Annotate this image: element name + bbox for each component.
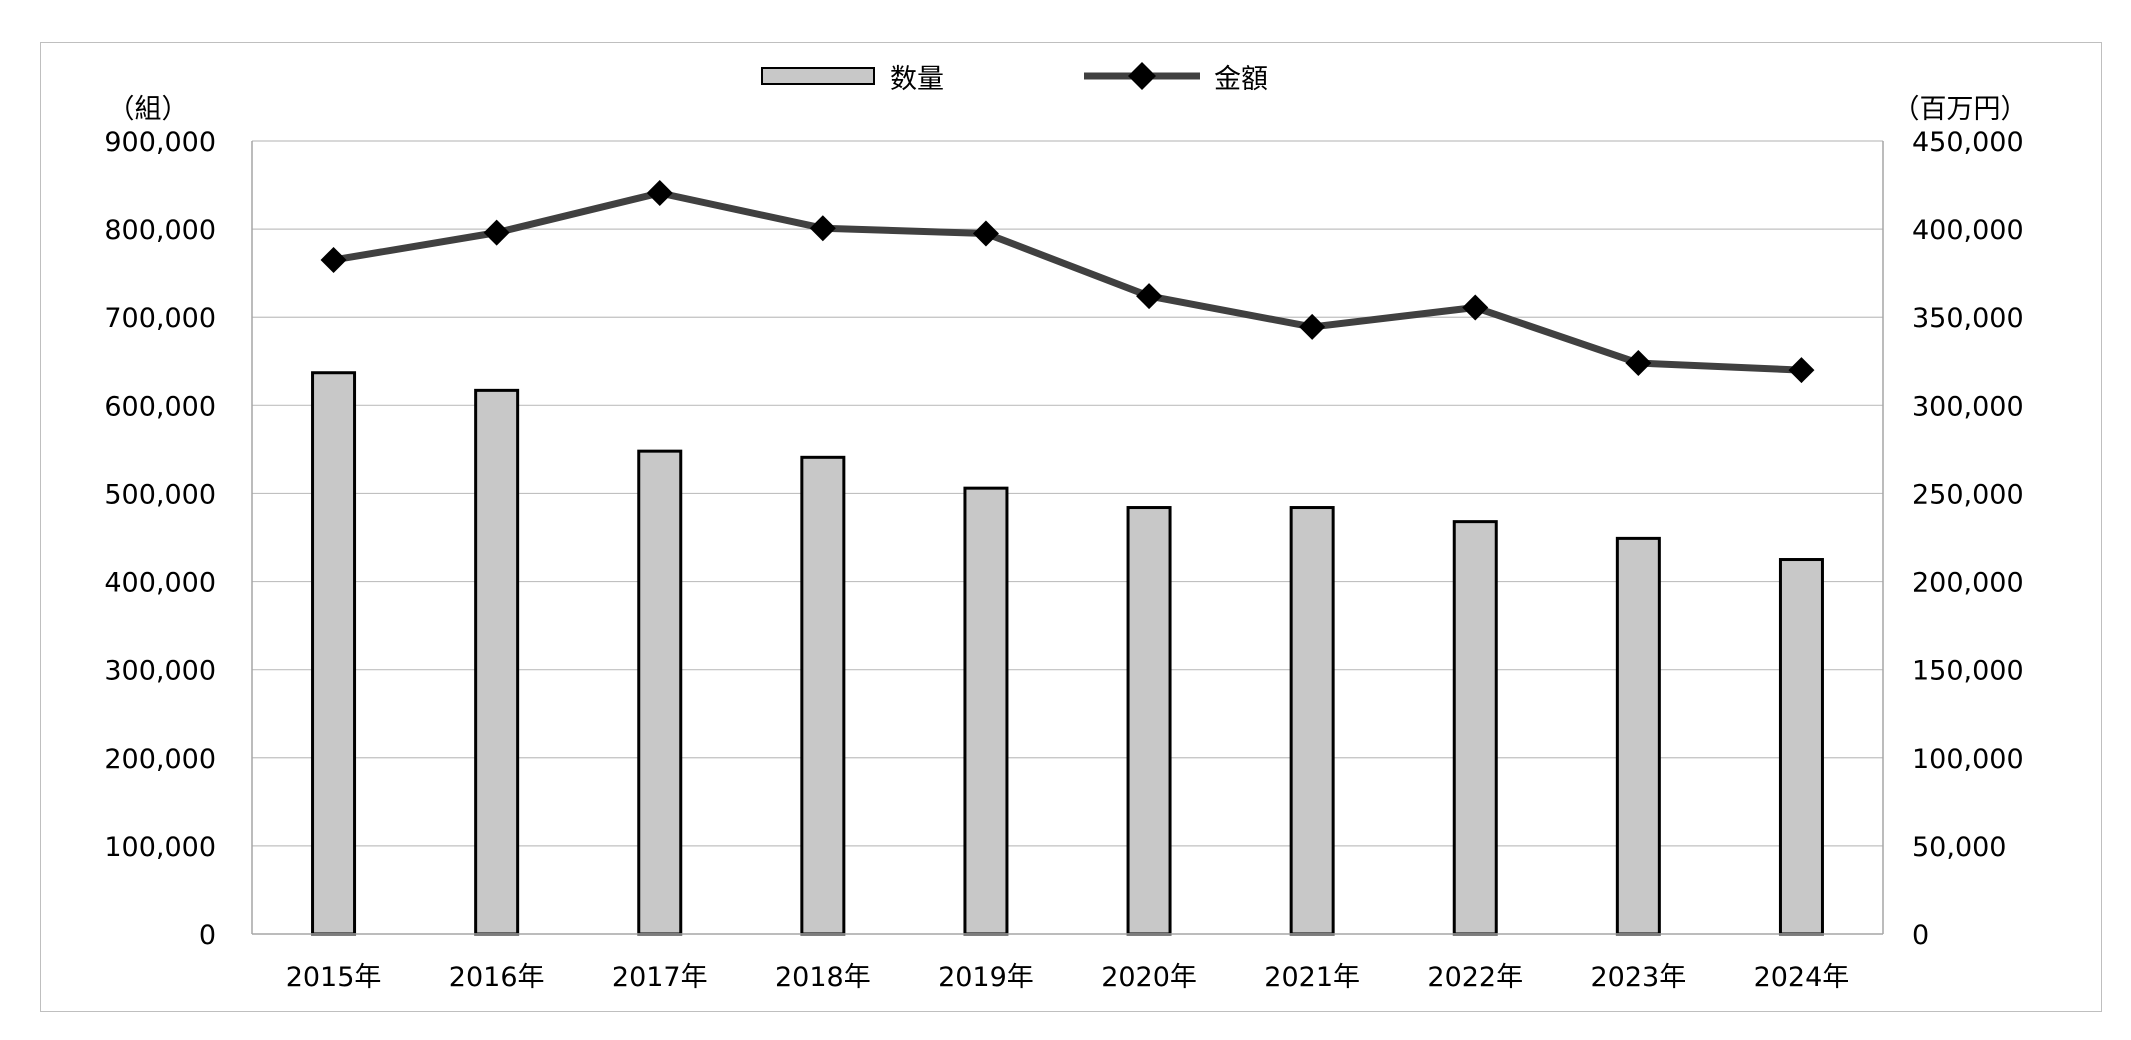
line-marker-diamond (646, 179, 673, 206)
line-marker-diamond (1299, 313, 1326, 340)
line-marker-diamond (320, 246, 347, 273)
line-marker-diamond (1136, 283, 1163, 310)
left-tick-label: 900,000 (104, 127, 216, 158)
x-tick-label: 2016年 (449, 962, 545, 993)
left-tick-label: 0 (199, 920, 216, 951)
axes: 0 0 100,000 50,000 200,000 100,000 300,000 150,… (104, 127, 2023, 993)
x-tick-label: 2015年 (286, 962, 382, 993)
bar-quantity (1126, 506, 1172, 936)
bar-quantity (963, 486, 1009, 936)
line-marker-diamond (1788, 357, 1815, 384)
bar-quantity (474, 388, 520, 936)
right-tick-label: 350,000 (1912, 303, 2024, 334)
right-tick-label: 450,000 (1912, 127, 2024, 158)
chart-frame (40, 42, 2102, 1012)
bars-quantity (311, 371, 1824, 936)
line-marker-diamond (483, 219, 510, 246)
right-tick-label: 300,000 (1912, 391, 2024, 422)
left-tick-label: 800,000 (104, 215, 216, 246)
x-tick-label: 2018年 (775, 962, 871, 993)
left-tick-label: 600,000 (104, 391, 216, 422)
right-tick-label: 150,000 (1912, 656, 2024, 687)
legend-label-quantity: 数量 (890, 64, 944, 95)
line-marker-diamond (1625, 350, 1652, 377)
right-tick-label: 100,000 (1912, 744, 2024, 775)
left-tick-label: 300,000 (104, 656, 216, 687)
right-tick-label: 200,000 (1912, 568, 2024, 599)
line-amount-path (332, 189, 1802, 374)
legend: 数量 金額 (761, 62, 1268, 95)
left-tick-label: 200,000 (104, 744, 216, 775)
legend-marker-diamond (1128, 62, 1156, 90)
right-tick-label: 50,000 (1912, 832, 2006, 863)
x-tick-label: 2024年 (1754, 962, 1850, 993)
x-tick-label: 2022年 (1427, 962, 1523, 993)
bar-quantity (311, 371, 357, 936)
right-tick-label: 0 (1912, 920, 1929, 951)
line-marker-diamond (1462, 294, 1489, 321)
x-tick-label: 2019年 (938, 962, 1034, 993)
right-tick-label: 250,000 (1912, 479, 2024, 510)
x-tick-label: 2021年 (1264, 962, 1360, 993)
bar-quantity (1778, 558, 1824, 936)
line-marker-diamond (972, 220, 999, 247)
x-tick-label: 2017年 (612, 962, 708, 993)
right-tick-label: 400,000 (1912, 215, 2024, 246)
bar-quantity (637, 449, 683, 936)
right-axis-unit: （百万円） (1893, 94, 2028, 125)
left-tick-label: 100,000 (104, 832, 216, 863)
bar-quantity (1289, 506, 1335, 936)
bar-quantity (1615, 536, 1661, 936)
left-tick-label: 400,000 (104, 568, 216, 599)
line-marker-diamond (809, 215, 836, 242)
line-amount (320, 179, 1815, 384)
left-axis-unit: （組） (108, 94, 189, 125)
bar-quantity (1452, 520, 1498, 936)
left-tick-label: 700,000 (104, 303, 216, 334)
left-tick-label: 500,000 (104, 479, 216, 510)
x-tick-label: 2020年 (1101, 962, 1197, 993)
legend-label-amount: 金額 (1214, 64, 1268, 95)
bar-quantity (800, 455, 846, 936)
x-tick-label: 2023年 (1590, 962, 1686, 993)
legend-swatch-bar (761, 67, 875, 85)
